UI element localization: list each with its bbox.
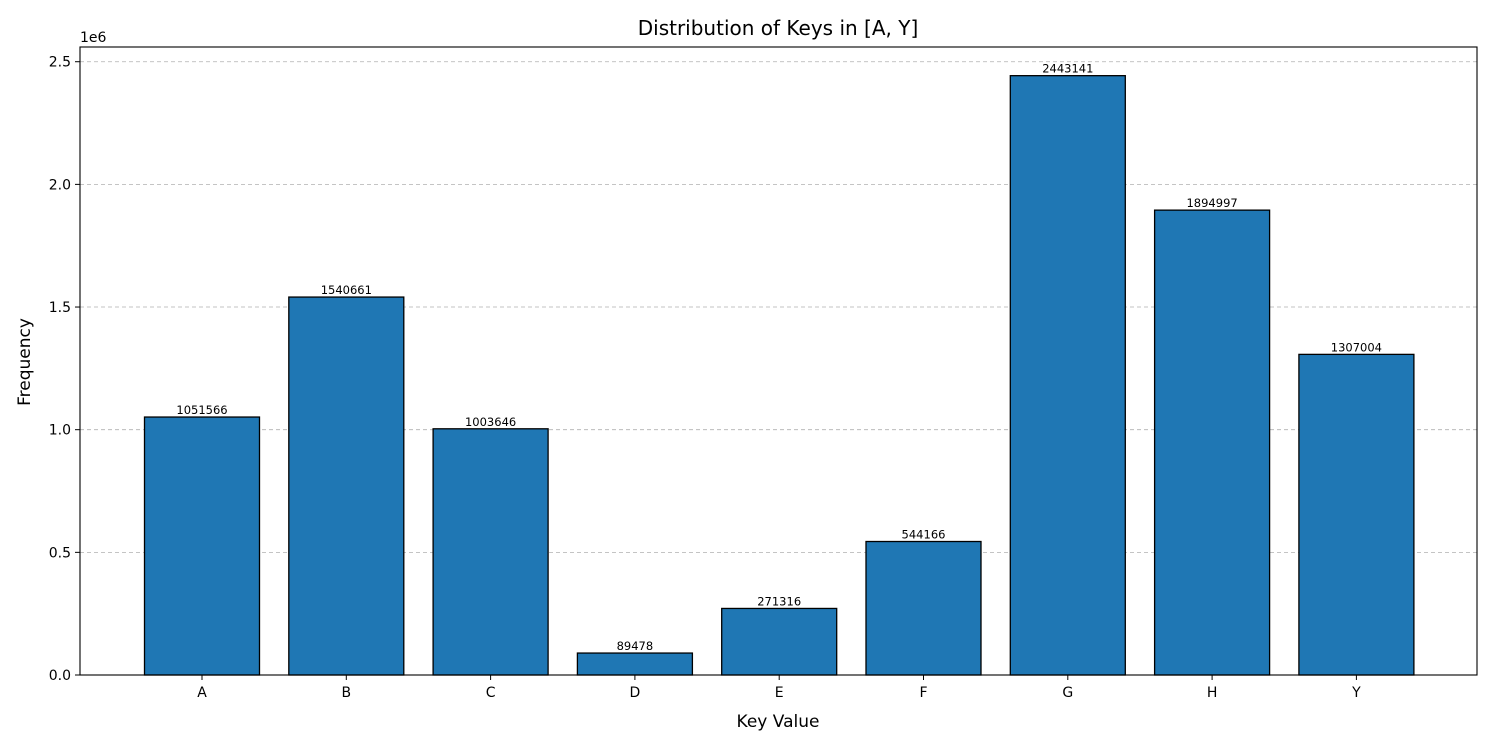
- x-axis-ticks: ABCDEFGHY: [197, 675, 1361, 701]
- data-label-b: 1540661: [321, 283, 372, 297]
- data-label-y: 1307004: [1331, 340, 1382, 354]
- y-axis-ticks: 0.0 0.5 1.0 1.5 2.0 2.5: [49, 55, 80, 684]
- x-tick-label-e: E: [775, 685, 784, 701]
- data-label-e: 271316: [757, 594, 801, 608]
- y-axis-offset-text: 1e6: [80, 30, 107, 46]
- y-tick-label: 0.0: [49, 668, 71, 684]
- x-axis-label: Key Value: [737, 712, 820, 732]
- data-label-f: 544166: [902, 528, 946, 542]
- bar-d: [577, 653, 692, 675]
- bar-c: [433, 429, 548, 675]
- bar-b: [289, 297, 404, 675]
- x-tick-label-a: A: [197, 685, 207, 701]
- data-label-a: 1051566: [176, 403, 227, 417]
- y-tick-label: 1.5: [49, 300, 71, 316]
- bar-h: [1155, 210, 1270, 675]
- x-tick-label-h: H: [1207, 685, 1218, 701]
- data-label-g: 2443141: [1042, 62, 1093, 76]
- bar-g: [1010, 76, 1125, 675]
- bar-y: [1299, 354, 1414, 675]
- x-tick-label-y: Y: [1351, 685, 1361, 701]
- bars: [145, 76, 1414, 675]
- chart-title: Distribution of Keys in [A, Y]: [638, 16, 919, 40]
- x-tick-label-f: F: [919, 685, 927, 701]
- y-tick-label: 2.0: [49, 177, 71, 193]
- y-tick-label: 2.5: [49, 55, 71, 71]
- data-label-d: 89478: [617, 639, 654, 653]
- y-axis-label: Frequency: [15, 318, 35, 406]
- x-tick-label-g: G: [1062, 685, 1073, 701]
- bar-f: [866, 542, 981, 675]
- y-tick-label: 1.0: [49, 423, 71, 439]
- y-tick-label: 0.5: [49, 545, 71, 561]
- data-label-c: 1003646: [465, 415, 516, 429]
- bar-a: [145, 417, 260, 675]
- bar-e: [722, 608, 837, 675]
- x-tick-label-c: C: [486, 685, 496, 701]
- x-tick-label-b: B: [341, 685, 351, 701]
- x-tick-label-d: D: [630, 685, 641, 701]
- data-label-h: 1894997: [1186, 196, 1237, 210]
